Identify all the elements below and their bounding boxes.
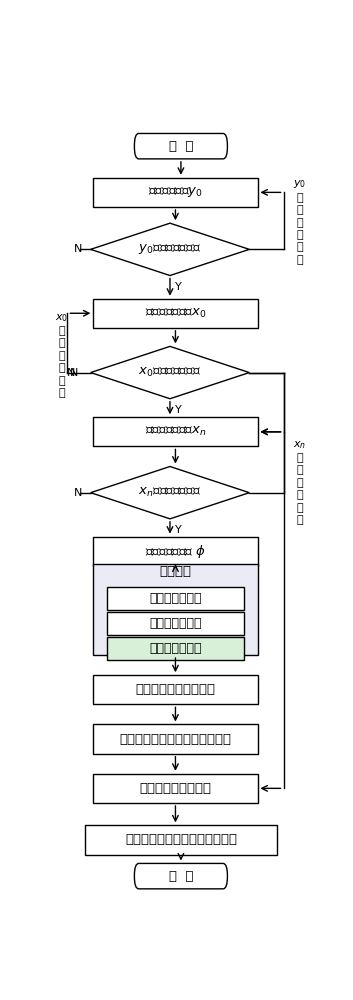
Text: N: N bbox=[74, 244, 83, 254]
Text: 计算齿扇转动角 $\phi$: 计算齿扇转动角 $\phi$ bbox=[145, 543, 206, 560]
FancyBboxPatch shape bbox=[93, 537, 258, 566]
Text: $x_0$
增
加
一
个
步
长: $x_0$ 增 加 一 个 步 长 bbox=[55, 312, 68, 398]
Text: Y: Y bbox=[175, 282, 181, 292]
Polygon shape bbox=[91, 346, 249, 399]
Text: 渐开线交点计算: 渐开线交点计算 bbox=[149, 642, 202, 655]
Text: 交点计算: 交点计算 bbox=[160, 565, 191, 578]
Text: $y_0$是否满足要求？: $y_0$是否满足要求？ bbox=[138, 242, 202, 256]
Text: 得到整个截面齿廓点: 得到整个截面齿廓点 bbox=[139, 782, 211, 795]
Text: 得到整个齿条去齿廓曲面齿廓点: 得到整个齿条去齿廓曲面齿廓点 bbox=[125, 833, 237, 846]
Text: $x_n$是否满足要求？: $x_n$是否满足要求？ bbox=[138, 486, 202, 499]
FancyBboxPatch shape bbox=[107, 637, 244, 660]
Text: 选取初始截面$y_0$: 选取初始截面$y_0$ bbox=[148, 185, 203, 199]
Text: 得到参考点处高度集合: 得到参考点处高度集合 bbox=[136, 683, 215, 696]
FancyBboxPatch shape bbox=[134, 863, 227, 889]
Polygon shape bbox=[91, 223, 249, 276]
Text: $x_0$是否满足要求？: $x_0$是否满足要求？ bbox=[138, 366, 202, 379]
FancyBboxPatch shape bbox=[93, 564, 258, 655]
Text: N: N bbox=[67, 368, 76, 378]
FancyBboxPatch shape bbox=[93, 675, 258, 704]
Text: 开  始: 开 始 bbox=[169, 140, 193, 153]
Text: $y_0$
增
加
一
个
步
长: $y_0$ 增 加 一 个 步 长 bbox=[293, 178, 306, 265]
FancyBboxPatch shape bbox=[93, 724, 258, 754]
Text: N: N bbox=[70, 368, 78, 378]
Text: 极值判断得到参考点处齿廓高度: 极值判断得到参考点处齿廓高度 bbox=[119, 733, 232, 746]
Text: N: N bbox=[74, 488, 83, 498]
Text: 齿根圆交点计算: 齿根圆交点计算 bbox=[149, 617, 202, 630]
Text: 结  束: 结 束 bbox=[169, 870, 193, 883]
Polygon shape bbox=[91, 466, 249, 519]
Text: 选定运动瞬时点$x_n$: 选定运动瞬时点$x_n$ bbox=[145, 425, 206, 438]
Text: 选定参考点位置$x_0$: 选定参考点位置$x_0$ bbox=[145, 307, 206, 320]
FancyBboxPatch shape bbox=[134, 133, 227, 159]
FancyBboxPatch shape bbox=[93, 299, 258, 328]
Text: 齿顶圆交点计算: 齿顶圆交点计算 bbox=[149, 592, 202, 605]
Text: Y: Y bbox=[175, 405, 181, 415]
Text: $x_n$
增
加
一
个
步
长: $x_n$ 增 加 一 个 步 长 bbox=[293, 439, 306, 525]
Text: Y: Y bbox=[175, 525, 181, 535]
FancyBboxPatch shape bbox=[93, 417, 258, 446]
FancyBboxPatch shape bbox=[93, 178, 258, 207]
FancyBboxPatch shape bbox=[107, 612, 244, 635]
FancyBboxPatch shape bbox=[107, 587, 244, 610]
FancyBboxPatch shape bbox=[85, 825, 277, 855]
FancyBboxPatch shape bbox=[93, 774, 258, 803]
